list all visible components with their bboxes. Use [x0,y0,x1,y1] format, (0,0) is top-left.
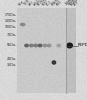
Text: MDA-MB-453: MDA-MB-453 [51,0,65,6]
Text: 35Da-: 35Da- [7,64,17,68]
Text: 55Da-: 55Da- [7,44,17,48]
Bar [66,8,76,93]
Text: SH-SY5Y: SH-SY5Y [70,0,80,6]
Text: 130Da-: 130Da- [5,20,17,24]
Ellipse shape [33,44,38,47]
Bar [17,8,76,93]
Text: T47D: T47D [23,0,30,6]
Text: K562: K562 [55,0,63,6]
Ellipse shape [20,23,25,26]
Text: 40Da-: 40Da- [7,56,17,60]
Ellipse shape [47,44,52,47]
Text: 293T: 293T [72,0,80,6]
Text: PEPD: PEPD [78,44,87,48]
Text: 70Da-: 70Da- [7,34,17,38]
Ellipse shape [29,44,34,47]
Ellipse shape [52,60,56,65]
Text: Caki: Caki [28,0,35,6]
Text: Ca9-22: Ca9-22 [32,0,41,6]
Text: NCI-H460: NCI-H460 [37,0,48,6]
Text: 170Da-: 170Da- [5,14,17,18]
Text: 100Da-: 100Da- [5,26,17,30]
Ellipse shape [66,42,73,48]
Ellipse shape [42,44,47,47]
Text: HepG2: HepG2 [67,0,76,6]
Text: PC-3: PC-3 [46,0,53,6]
Ellipse shape [24,44,29,47]
Text: MCF7: MCF7 [41,0,49,6]
Ellipse shape [56,44,61,47]
Ellipse shape [38,44,42,47]
Text: Jurkat: Jurkat [65,0,73,6]
Text: HeLa: HeLa [18,0,25,6]
